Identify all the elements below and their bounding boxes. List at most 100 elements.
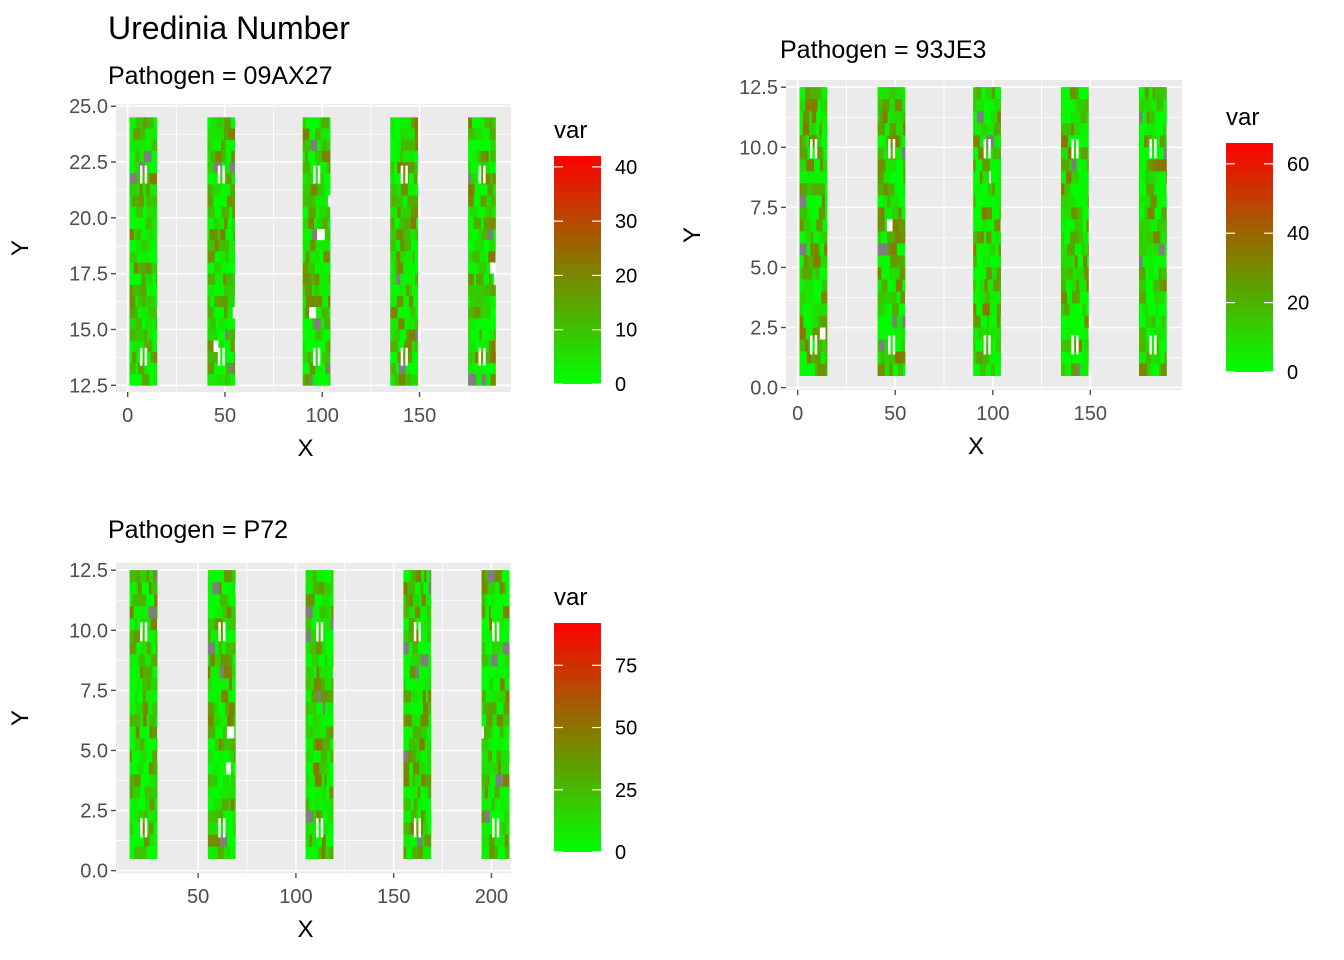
heatmap-tile bbox=[803, 315, 810, 328]
heatmap-tile bbox=[990, 363, 996, 376]
heatmap-tile bbox=[987, 123, 995, 136]
heatmap-tile bbox=[220, 714, 228, 727]
heatmap-tile bbox=[145, 690, 154, 703]
heatmap-tile bbox=[976, 87, 982, 100]
heatmap-tile bbox=[493, 162, 496, 174]
heatmap-tile bbox=[129, 774, 135, 787]
heatmap-tile bbox=[410, 834, 416, 847]
heatmap-tile bbox=[992, 207, 1000, 220]
heatmap-tile bbox=[403, 750, 409, 763]
heatmap-tile bbox=[900, 351, 906, 364]
heatmap-tile bbox=[142, 217, 147, 230]
heatmap-tile bbox=[823, 147, 828, 160]
heatmap-tile bbox=[218, 750, 225, 763]
heatmap-tile bbox=[986, 207, 993, 220]
heatmap-tile bbox=[153, 774, 158, 787]
heatmap-tile bbox=[137, 582, 143, 595]
heatmap-tile bbox=[302, 240, 311, 252]
heatmap-tile bbox=[137, 678, 141, 691]
heatmap-tile bbox=[151, 654, 158, 667]
heatmap-tile bbox=[997, 279, 1001, 292]
heatmap-tile bbox=[475, 351, 478, 364]
heatmap-tile bbox=[472, 251, 481, 263]
heatmap-tile bbox=[320, 678, 326, 691]
heatmap-tile bbox=[302, 318, 306, 330]
heatmap-tile bbox=[403, 594, 407, 607]
heatmap-tile bbox=[221, 678, 230, 691]
heatmap-tile bbox=[129, 786, 134, 799]
legend-tick-label: 50 bbox=[615, 718, 637, 740]
heatmap-tile bbox=[1158, 363, 1162, 376]
heatmap-tile bbox=[135, 362, 139, 375]
heatmap-tile bbox=[488, 150, 492, 163]
heatmap-tile bbox=[1086, 219, 1089, 232]
heatmap-tile bbox=[139, 284, 148, 297]
heatmap-tile bbox=[308, 786, 317, 799]
heatmap-tile-gap bbox=[1076, 335, 1079, 355]
heatmap-tile bbox=[901, 339, 906, 352]
heatmap-tile bbox=[429, 570, 432, 583]
heatmap-tile bbox=[426, 750, 432, 763]
heatmap-tile bbox=[138, 217, 144, 230]
heatmap-tile bbox=[322, 738, 331, 751]
heatmap-tile bbox=[1061, 351, 1067, 364]
heatmap-tile bbox=[1074, 303, 1083, 316]
heatmap-tile bbox=[403, 630, 409, 643]
heatmap-tile bbox=[481, 340, 490, 353]
heatmap-tile bbox=[1164, 315, 1167, 328]
heatmap-tile bbox=[219, 362, 227, 375]
heatmap-tile bbox=[478, 284, 484, 297]
heatmap-tile bbox=[207, 618, 215, 631]
heatmap-column-2 bbox=[207, 117, 236, 386]
heatmap-tile bbox=[312, 173, 320, 185]
heatmap-tile bbox=[1061, 303, 1065, 316]
heatmap-tile bbox=[488, 329, 495, 342]
heatmap-tile bbox=[220, 296, 229, 308]
heatmap-tile bbox=[322, 570, 329, 583]
heatmap-tile bbox=[902, 315, 906, 328]
heatmap-column-5 bbox=[481, 570, 510, 859]
heatmap-tile bbox=[481, 822, 490, 835]
heatmap-tile bbox=[319, 117, 322, 129]
heatmap-tile bbox=[410, 262, 418, 275]
heatmap-tile bbox=[316, 810, 320, 823]
heatmap-tile bbox=[224, 117, 232, 129]
heatmap-tile bbox=[155, 786, 158, 799]
heatmap-tile bbox=[305, 642, 311, 655]
heatmap-tile bbox=[325, 362, 328, 375]
heatmap-tile bbox=[218, 340, 225, 353]
heatmap-tile bbox=[1153, 183, 1157, 196]
heatmap-tile-gap bbox=[1154, 335, 1157, 355]
heatmap-tile bbox=[152, 340, 157, 353]
heatmap-tile bbox=[135, 702, 144, 715]
heatmap-tile bbox=[799, 111, 804, 124]
heatmap-tile bbox=[483, 726, 492, 739]
heatmap-tile bbox=[225, 642, 230, 655]
heatmap-tile bbox=[893, 279, 897, 292]
heatmap-tile bbox=[877, 219, 886, 232]
heatmap-tile bbox=[227, 846, 231, 859]
heatmap-tile bbox=[305, 678, 312, 691]
heatmap-tile bbox=[407, 128, 416, 141]
heatmap-tile bbox=[481, 229, 489, 241]
x-tick-label: 100 bbox=[306, 405, 339, 427]
heatmap-tile bbox=[313, 666, 317, 679]
heatmap-tile bbox=[321, 774, 325, 787]
heatmap-tile bbox=[135, 296, 139, 308]
heatmap-tile bbox=[995, 87, 1000, 100]
heatmap-tile bbox=[1061, 87, 1068, 100]
heatmap-tile bbox=[207, 150, 212, 163]
heatmap-tile bbox=[314, 262, 321, 275]
heatmap-tile bbox=[1139, 339, 1147, 352]
heatmap-tile bbox=[992, 339, 996, 352]
heatmap-tile bbox=[302, 217, 309, 230]
heatmap-tile bbox=[135, 318, 143, 330]
heatmap-tile bbox=[1146, 231, 1154, 244]
heatmap-tile bbox=[880, 339, 885, 352]
heatmap-tile bbox=[211, 702, 215, 715]
heatmap-tile bbox=[230, 374, 236, 386]
heatmap-tile bbox=[799, 231, 806, 244]
heatmap-tile bbox=[129, 654, 134, 667]
heatmap-tile bbox=[325, 762, 330, 775]
heatmap-tile bbox=[150, 666, 153, 679]
